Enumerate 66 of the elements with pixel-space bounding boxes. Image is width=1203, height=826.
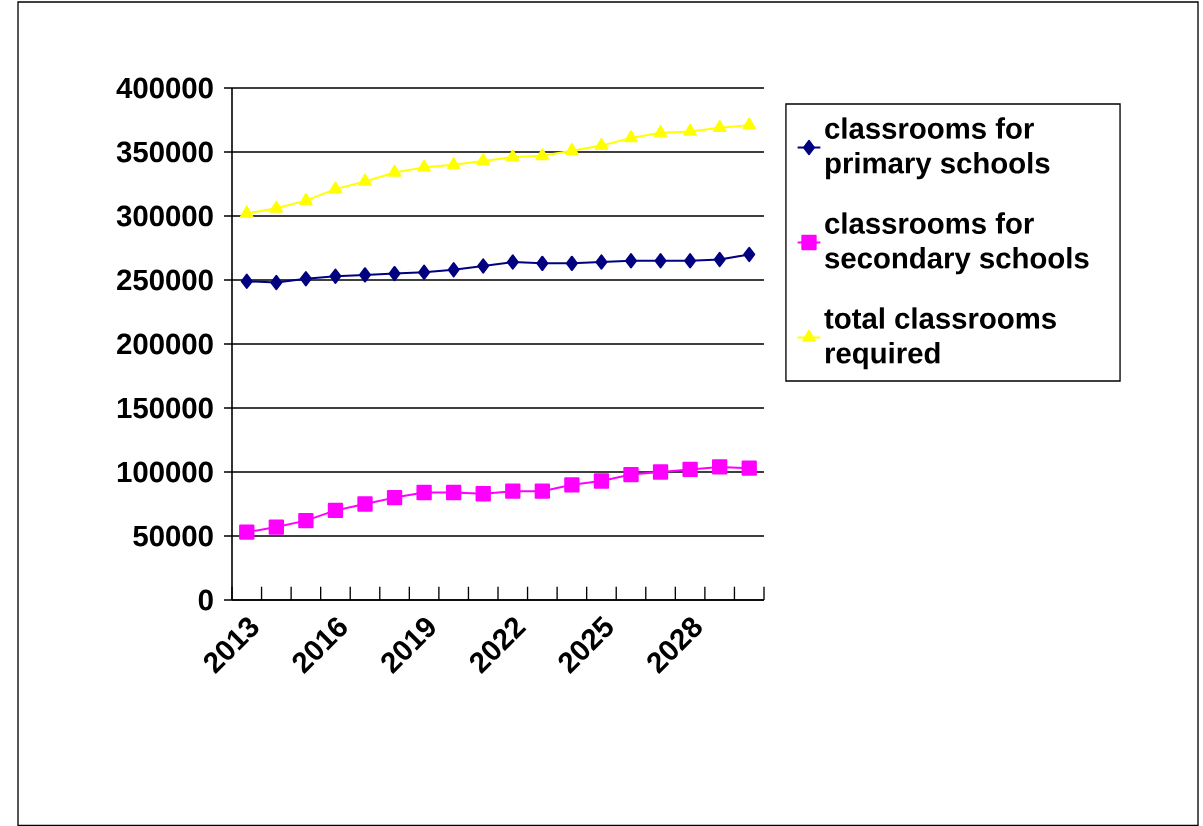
y-tick-label: 0 xyxy=(198,589,213,611)
point xyxy=(741,460,757,476)
point xyxy=(239,524,255,540)
point xyxy=(684,253,697,269)
point xyxy=(240,205,254,218)
point xyxy=(565,143,579,156)
y-tick-label: 100000 xyxy=(117,461,213,483)
point xyxy=(327,502,344,519)
point xyxy=(535,148,550,161)
point xyxy=(329,268,342,284)
point xyxy=(505,483,521,499)
point xyxy=(240,273,253,289)
point xyxy=(446,484,462,501)
point xyxy=(446,157,461,170)
point xyxy=(682,461,698,478)
y-tick-label: 350000 xyxy=(116,141,213,163)
point xyxy=(328,181,343,194)
point xyxy=(653,125,668,138)
point xyxy=(417,159,431,172)
point xyxy=(447,262,460,278)
y-tick-label: 300000 xyxy=(116,205,213,227)
point xyxy=(712,120,727,133)
point xyxy=(268,519,284,535)
point xyxy=(416,484,432,501)
y-tick-label: 250000 xyxy=(117,269,213,291)
point xyxy=(298,512,314,529)
point xyxy=(418,264,431,280)
point xyxy=(506,149,520,162)
point xyxy=(623,466,639,483)
legend-label: classrooms for primary schools xyxy=(825,117,1050,180)
point xyxy=(359,267,371,283)
point xyxy=(477,258,490,274)
y-tick-label: 400000 xyxy=(116,77,213,99)
point xyxy=(536,255,549,272)
point xyxy=(712,459,728,475)
point xyxy=(476,153,490,166)
point xyxy=(299,271,312,287)
point xyxy=(299,192,313,205)
point xyxy=(594,137,609,150)
point xyxy=(388,265,401,282)
point xyxy=(386,489,403,506)
point xyxy=(743,246,756,263)
y-tick-label: 150000 xyxy=(117,397,213,419)
point xyxy=(475,486,491,502)
point xyxy=(654,253,667,269)
legend-label: total classrooms required xyxy=(824,307,1056,370)
point xyxy=(269,200,284,213)
point xyxy=(565,255,578,272)
point xyxy=(593,473,610,489)
point xyxy=(506,254,519,270)
point xyxy=(534,483,550,499)
point xyxy=(625,253,637,269)
point xyxy=(742,117,756,130)
point xyxy=(595,254,608,270)
point xyxy=(713,251,726,268)
point xyxy=(358,173,372,186)
point xyxy=(652,464,669,480)
point xyxy=(387,164,402,177)
point xyxy=(270,274,283,291)
point xyxy=(683,123,697,136)
point xyxy=(624,130,638,143)
y-tick-label: 50000 xyxy=(133,525,213,547)
y-tick-label: 200000 xyxy=(117,333,213,355)
point xyxy=(564,477,580,493)
point xyxy=(357,496,373,512)
legend-label: classrooms for secondary schools xyxy=(825,212,1089,275)
